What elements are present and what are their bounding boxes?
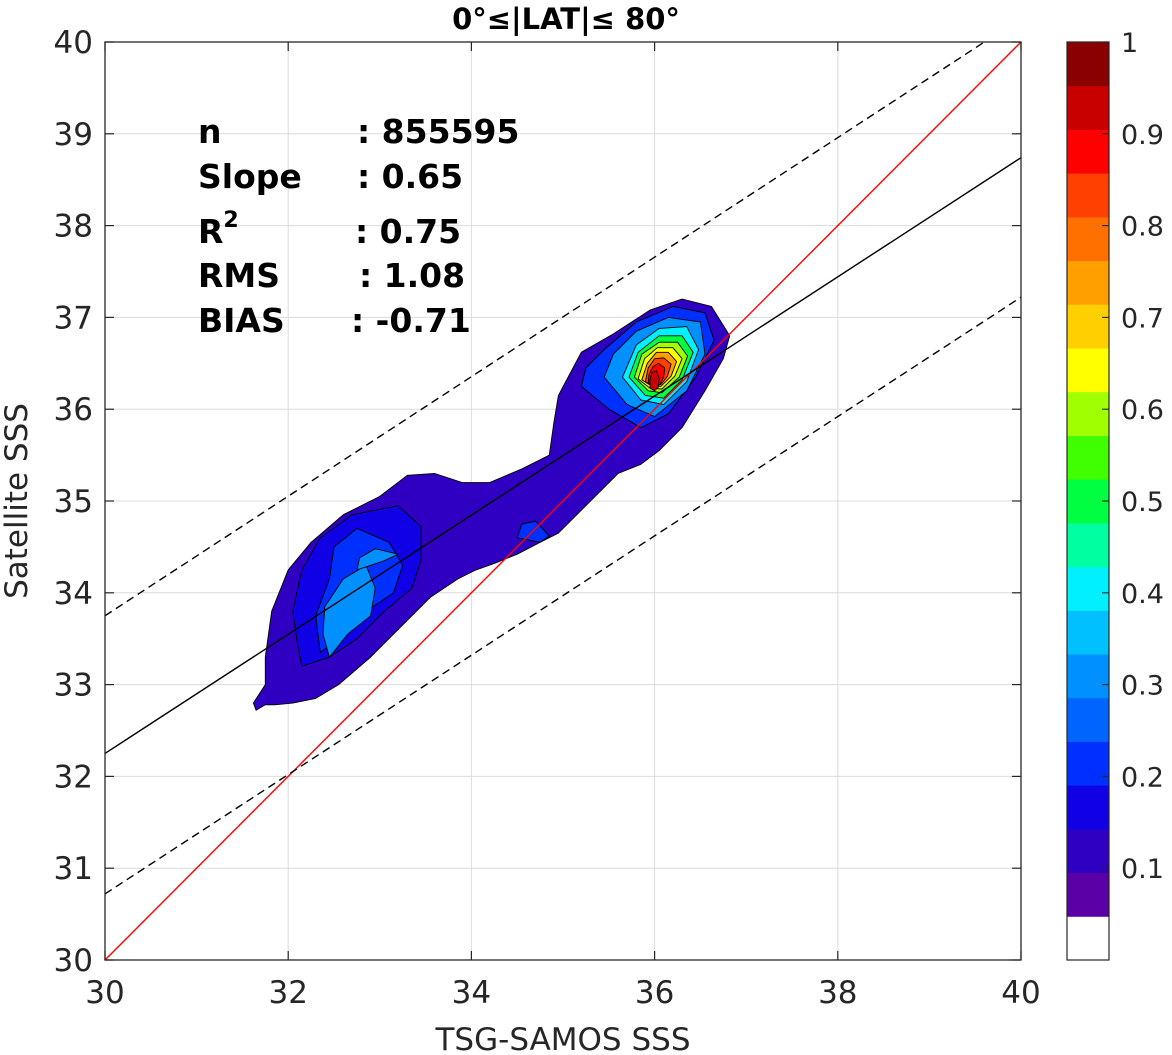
colorbar-swatch (1067, 173, 1109, 218)
x-tick-label: 30 (85, 975, 124, 1011)
reference-line-upper (105, 42, 985, 617)
density-contour-level (649, 370, 660, 392)
colorbar-tick-label: 1 (1121, 28, 1138, 59)
colorbar-swatch (1067, 129, 1109, 174)
colorbar-swatch (1067, 216, 1109, 262)
y-tick-label: 35 (54, 484, 93, 520)
y-tick-label: 33 (54, 668, 93, 704)
y-tick-label: 34 (54, 576, 93, 612)
y-tick-label: 39 (54, 117, 93, 153)
colorbar-swatch (1067, 566, 1109, 611)
y-tick-label: 31 (54, 851, 93, 887)
colorbar: 0.1 0.2 0.3 0.4 0.5 0.6 0.7 0.8 0.9 1 (1066, 28, 1164, 961)
colorbar-swatch (1067, 435, 1109, 480)
colorbar-swatch (1067, 522, 1109, 568)
y-tick-label: 37 (54, 300, 93, 336)
y-tick-label: 30 (54, 943, 93, 979)
colorbar-tick-label: 0.2 (1121, 762, 1164, 793)
colorbar-swatch (1067, 304, 1109, 349)
stat-n-value: : 855595 (357, 112, 519, 151)
density-contour-level (356, 548, 399, 571)
y-tick-label: 40 (54, 25, 93, 61)
stat-slope-value: : 0.65 (357, 157, 463, 196)
y-tick-label: 32 (54, 759, 93, 795)
colorbar-swatch (1067, 348, 1109, 393)
colorbar-tick-label: 0.5 (1121, 487, 1164, 518)
colorbar-tick-label: 0.3 (1121, 671, 1164, 702)
x-tick-label: 40 (1001, 975, 1040, 1011)
colorbar-swatch (1067, 828, 1109, 874)
reference-lines (105, 42, 1021, 960)
x-axis-label: TSG-SAMOS SSS (435, 1022, 691, 1055)
colorbar-swatch (1067, 610, 1109, 655)
y-tick-label: 36 (54, 392, 93, 428)
colorbar-swatch (1067, 654, 1109, 699)
stat-slope-label: Slope (198, 157, 302, 196)
stat-r2-superscript: 2 (223, 208, 238, 233)
colorbar-swatch (1067, 697, 1109, 742)
stat-bias-label: BIAS (198, 301, 285, 340)
colorbar-tick-label: 0.9 (1121, 120, 1164, 151)
stat-rms-value: : 1.08 (359, 256, 465, 295)
colorbar-tick-label: 0.6 (1121, 395, 1164, 426)
colorbar-tick-label: 0.1 (1121, 854, 1164, 885)
chart-title: 0°≤|LAT|≤ 80° (452, 2, 680, 36)
stat-r2-value: : 0.75 (355, 212, 461, 251)
colorbar-tick-label: 0.8 (1121, 212, 1164, 243)
colorbar-tick-label: 0.7 (1121, 303, 1164, 334)
stats-box: n : 855595 Slope : 0.65 R2 : 0.75 RMS : … (198, 112, 519, 340)
colorbar-tick-label: 0.4 (1121, 579, 1164, 610)
x-tick-label: 32 (268, 975, 307, 1011)
reference-line-fit (105, 157, 1021, 755)
colorbar-swatch (1067, 260, 1109, 305)
reference-line-lower (105, 296, 1021, 895)
axis-ticks: 30 32 34 36 38 40 30 31 32 33 34 35 36 37 38 39 40 (54, 25, 1041, 1011)
stat-r2-letter: R (198, 212, 223, 251)
colorbar-swatch (1067, 785, 1109, 830)
stat-n-label: n (198, 112, 222, 151)
x-tick-label: 36 (635, 975, 674, 1011)
reference-line-1-1 (105, 42, 1021, 960)
colorbar-swatch (1067, 916, 1109, 961)
colorbar-swatch (1067, 391, 1109, 436)
density-contours (252, 298, 731, 711)
x-tick-label: 34 (452, 975, 491, 1011)
colorbar-swatch (1067, 85, 1109, 130)
stat-rms-label: RMS (198, 256, 280, 295)
y-tick-label: 38 (54, 209, 93, 245)
colorbar-swatch (1067, 42, 1109, 87)
colorbar-swatch (1067, 872, 1109, 917)
y-axis-label: Satellite SSS (0, 403, 35, 599)
x-tick-label: 38 (818, 975, 857, 1011)
stat-bias-value: : -0.71 (351, 301, 471, 340)
colorbar-swatch (1067, 741, 1109, 786)
stat-r2-label: R2 (198, 208, 239, 251)
